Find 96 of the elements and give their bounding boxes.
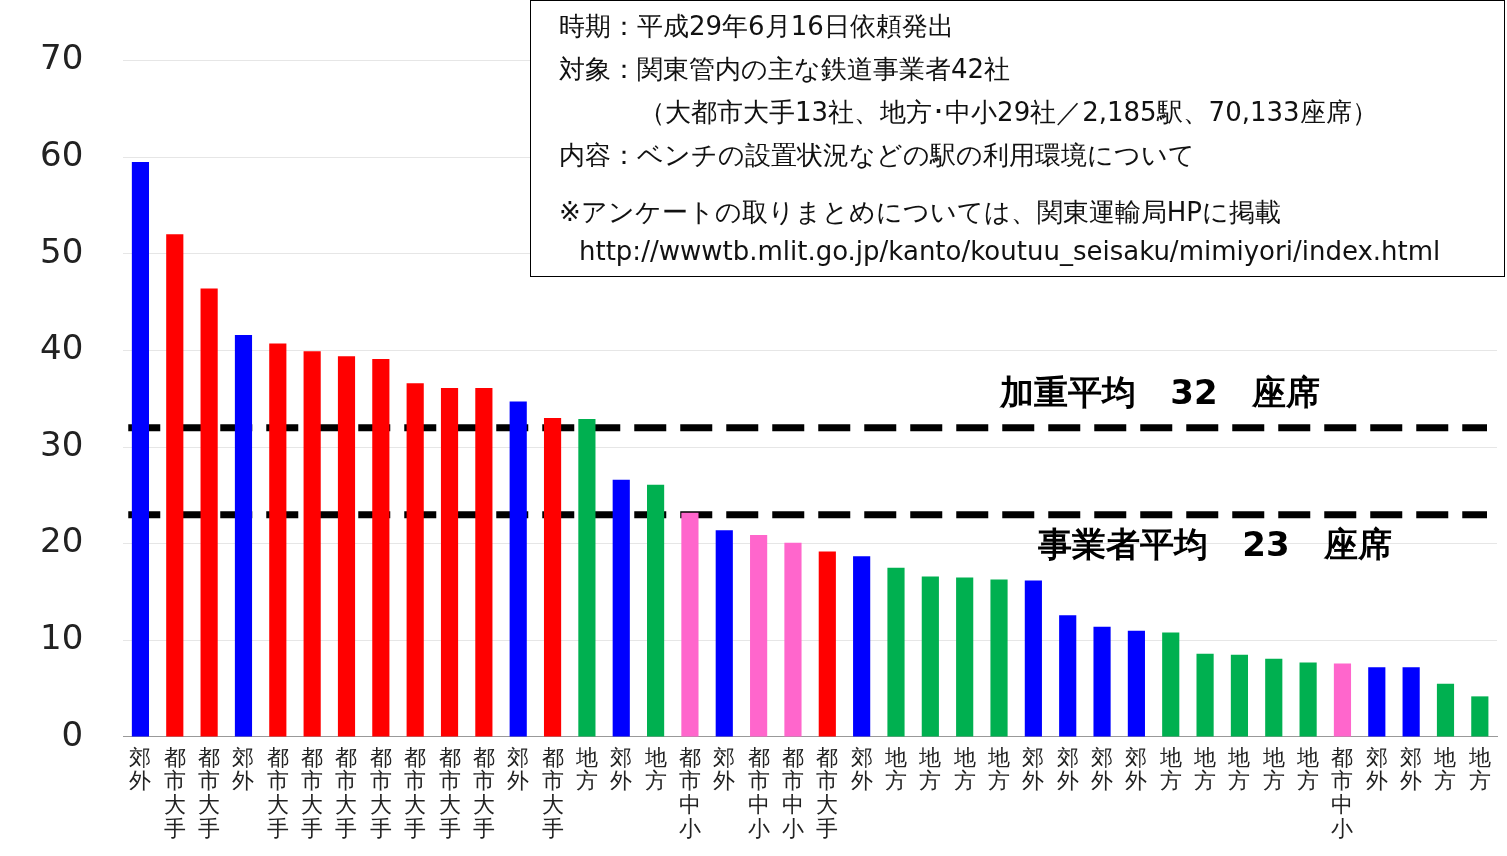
bar [234, 334, 253, 737]
x-tick-label: 都市大手 [816, 744, 839, 841]
x-tick-label: 地方 [883, 744, 907, 794]
ref-line-label: 加重平均 32 座席 [999, 371, 1320, 412]
bar [1230, 654, 1249, 737]
bar [1368, 667, 1386, 737]
y-tick-label: 30 [40, 423, 84, 464]
x-tick-label: 地方 [1193, 744, 1217, 794]
bar [509, 401, 527, 737]
x-tick-label: 都市大手 [472, 744, 495, 841]
y-tick-label: 10 [40, 617, 84, 658]
y-tick-label: 40 [40, 327, 84, 368]
bar [647, 484, 665, 737]
y-tick-label: 20 [40, 520, 84, 561]
bar [1265, 658, 1283, 737]
bar [1471, 696, 1489, 737]
bar [921, 576, 939, 737]
x-tick-label: 郊外 [1400, 744, 1423, 794]
x-tick-label: 地方 [1433, 744, 1457, 794]
y-tick-label: 50 [40, 230, 84, 271]
x-tick-label: 地方 [643, 744, 667, 794]
bar [475, 388, 493, 737]
bar [1299, 662, 1317, 737]
annotation: 内容：ベンチの設置状況などの駅の利用環境について [559, 139, 1196, 172]
bar [543, 418, 562, 737]
x-tick-label: 都市大手 [198, 744, 221, 841]
x-tick-label: 都市大手 [438, 744, 461, 841]
x-tick-label: 都市中小 [747, 744, 770, 841]
x-tick-label: 郊外 [610, 744, 633, 794]
annotation: （大都市大手13社、地方･中小29社／2,185駅、70,133座席） [638, 96, 1379, 129]
x-tick-label: 地方 [952, 744, 976, 794]
x-tick-label: 郊外 [1056, 744, 1079, 794]
bar [1196, 653, 1214, 737]
bar [303, 351, 321, 737]
text: 時期：平成29年6月16日依頼発出 [559, 11, 954, 41]
x-tick-label: 地方 [1227, 744, 1251, 794]
x-tick-label: 地方 [987, 744, 1011, 794]
x-tick-label: 郊外 [1125, 744, 1148, 794]
x-tick-label: 郊外 [232, 744, 255, 794]
x-tick-label: 都市大手 [301, 744, 324, 841]
x-tick-label: 都市大手 [369, 744, 392, 841]
bar [200, 288, 218, 737]
bar [1059, 615, 1077, 737]
annotation: 対象：関東管内の主な鉄道事業者42社 [559, 53, 1012, 86]
x-tick-label: 郊外 [1022, 744, 1045, 794]
x-tick-label: 郊外 [850, 744, 873, 794]
bar [887, 567, 905, 737]
x-tick-label: 地方 [1296, 744, 1320, 794]
bar [715, 530, 733, 737]
bar [337, 356, 356, 737]
bar [1333, 663, 1352, 737]
bar [1436, 683, 1455, 737]
x-tick-label: 都市中小 [781, 744, 804, 841]
bar [818, 551, 836, 737]
bar [956, 577, 974, 737]
bar [1127, 630, 1145, 737]
bar [990, 579, 1008, 737]
x-tick-label: 地方 [574, 744, 598, 794]
bar [406, 383, 424, 737]
bar [1093, 626, 1111, 737]
bar [269, 343, 287, 737]
x-tick-label: 郊外 [713, 744, 736, 794]
bar [372, 359, 390, 737]
bar [784, 542, 802, 737]
x-tick-label: 都市中小 [678, 744, 701, 841]
y-tick-label: 70 [40, 37, 84, 78]
x-tick-label: 地方 [1158, 744, 1182, 794]
bar [1162, 632, 1180, 737]
x-tick-label: 地方 [918, 744, 942, 794]
x-tick-label: 地方 [1467, 744, 1491, 794]
x-tick-label: 郊外 [507, 744, 530, 794]
x-tick-label: 都市中小 [1331, 744, 1354, 841]
x-tick-label: 都市大手 [335, 744, 358, 841]
y-tick-label: 0 [61, 713, 84, 754]
bar [166, 234, 184, 737]
x-tick-label: 都市大手 [541, 744, 564, 841]
x-tick-label: 都市大手 [163, 744, 186, 841]
x-tick-label: 郊外 [1091, 744, 1114, 794]
bar [853, 556, 871, 737]
bar [750, 534, 768, 737]
x-tick-label: 郊外 [1365, 744, 1388, 794]
x-tick-label: 郊外 [129, 744, 152, 794]
bar [440, 388, 459, 737]
annotation: ※アンケートの取りまとめについては、関東運輸局HPに掲載 [559, 196, 1282, 229]
bar [612, 479, 630, 737]
x-tick-label: 都市大手 [266, 744, 289, 841]
y-tick-label: 60 [40, 133, 84, 174]
bar [578, 418, 596, 737]
bar [1024, 580, 1042, 737]
annotation: http://wwwtb.mlit.go.jp/kanto/koutuu_seisaku/mimiyori/index.html [578, 235, 1442, 268]
x-tick-label: 都市大手 [404, 744, 427, 841]
ref-line-label: 事業者平均 23 座席 [1037, 524, 1392, 565]
x-tick-label: 地方 [1261, 744, 1285, 794]
bar [1402, 667, 1420, 737]
bar [131, 161, 150, 737]
bar [681, 512, 699, 737]
